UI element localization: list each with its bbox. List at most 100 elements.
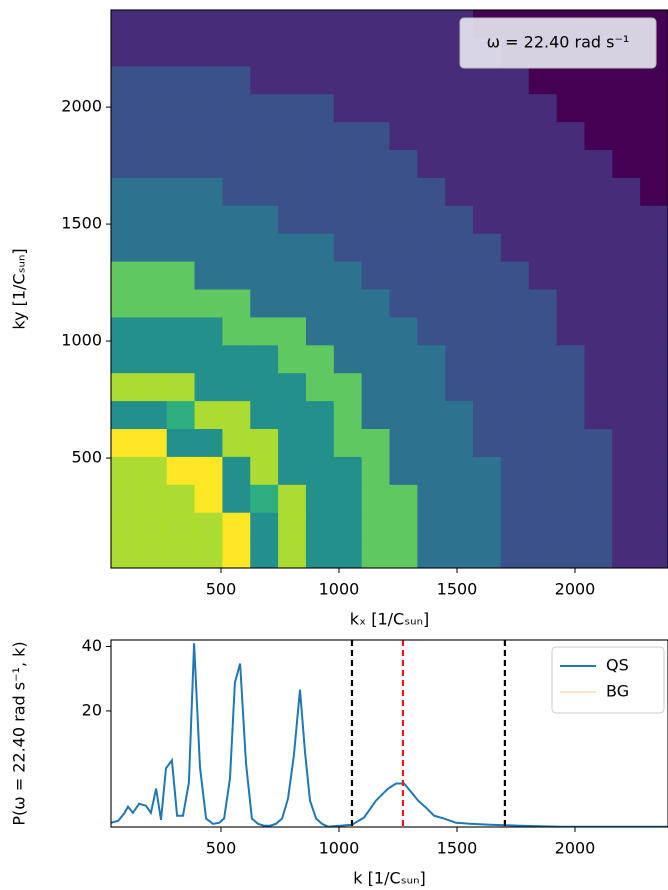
heatmap-cell [138, 261, 168, 290]
heatmap-cell [333, 37, 363, 67]
heatmap-cell [500, 316, 530, 346]
heatmap-cell [138, 37, 168, 67]
heatmap-cell [556, 289, 585, 318]
heatmap-cell [305, 233, 335, 262]
heatmap-cell [640, 65, 668, 95]
heatmap-cell [445, 400, 474, 429]
heatmap-cell [166, 177, 196, 206]
heatmap-cell [361, 10, 390, 39]
heatmap-cell [278, 456, 307, 485]
heatmap-cell [278, 512, 307, 541]
heatmap-cell [612, 344, 641, 374]
heatmap-cell [305, 289, 335, 318]
heatmap-cell [389, 484, 418, 513]
heatmap-cell [166, 121, 196, 150]
heatmap-cell [389, 316, 418, 346]
heatmap-cell [612, 65, 641, 95]
heatmap-cell [194, 37, 223, 67]
heatmap-cell [584, 121, 613, 150]
heatmap-cell [528, 93, 558, 123]
heatmap-cell [473, 289, 502, 318]
heatmap-cell [361, 233, 390, 262]
heatmap-cell [250, 65, 279, 95]
heatmap-cell [640, 484, 668, 513]
heatmap-cell [612, 93, 641, 123]
heatmap-cell [166, 316, 196, 346]
heatmap-cell [389, 289, 418, 318]
heatmap-cell [612, 428, 641, 457]
heatmap-cell [111, 456, 140, 485]
heatmap-cell [250, 456, 279, 485]
heatmap-cell [556, 65, 585, 95]
heatmap-cell [166, 65, 196, 95]
heatmap-cell [473, 65, 502, 95]
heatmap-cell [305, 93, 335, 123]
heatmap-cell [333, 149, 363, 178]
heatmap-cell [473, 344, 502, 374]
heatmap-cell [612, 400, 641, 429]
heatmap-cell [389, 512, 418, 541]
heatmap-cell [556, 484, 585, 513]
y-axis-label: P(ω = 22.40 rad s⁻¹, k) [10, 641, 29, 825]
heatmap-cell [222, 93, 251, 123]
heatmap-cell [361, 484, 390, 513]
heatmap-cell [194, 400, 223, 429]
heatmap-cell [305, 65, 335, 95]
heatmap-cell [333, 344, 363, 374]
heatmap-cell [417, 372, 446, 402]
heatmap-cell [640, 400, 668, 429]
heatmap-cell [612, 456, 641, 485]
heatmap-cell [166, 428, 196, 457]
heatmap-cell [361, 344, 390, 374]
heatmap-cell [584, 93, 613, 123]
heatmap-cell [640, 233, 668, 262]
heatmap-cell [278, 484, 307, 513]
heatmap-cell [612, 121, 641, 150]
heatmap-cell [111, 372, 140, 402]
heatmap-cell [333, 121, 363, 150]
heatmap-cell [250, 512, 279, 541]
heatmap-cell [222, 261, 251, 290]
heatmap-cell [333, 205, 363, 234]
heatmap-cell [584, 428, 613, 457]
heatmap-cell [417, 289, 446, 318]
heatmap-cell [278, 65, 307, 95]
heatmap-cell [584, 205, 613, 234]
heatmap-cell [584, 177, 613, 206]
heatmap-cell [612, 289, 641, 318]
heatmap-cell [556, 205, 585, 234]
heatmap-cell [222, 512, 251, 541]
heatmap-cell [305, 484, 335, 513]
heatmap-cell [556, 400, 585, 429]
heatmap-cell [528, 540, 558, 569]
heatmap-cell [612, 540, 641, 569]
heatmap-cell [278, 428, 307, 457]
heatmap-cell [111, 233, 140, 262]
heatmap-cell [417, 261, 446, 290]
heatmap-cell [333, 428, 363, 457]
heatmap-cell [584, 540, 613, 569]
heatmap-cell [556, 372, 585, 402]
heatmap-cell [250, 93, 279, 123]
heatmap-cell [111, 37, 140, 67]
heatmap-cell [473, 372, 502, 402]
heatmap-cell [111, 289, 140, 318]
heatmap-cell [612, 149, 641, 178]
heatmap-cell [473, 316, 502, 346]
heatmap-cell [445, 149, 474, 178]
heatmap-cell [445, 372, 474, 402]
heatmap-cell [389, 205, 418, 234]
heatmap-cell [333, 93, 363, 123]
heatmap-cell [473, 205, 502, 234]
heatmap-cell [111, 512, 140, 541]
heatmap-cell [250, 205, 279, 234]
heatmap-cell [584, 372, 613, 402]
heatmap-cell [166, 289, 196, 318]
x-tick-label: 1500 [437, 580, 478, 599]
heatmap-cell [612, 233, 641, 262]
heatmap-cell [194, 121, 223, 150]
heatmap-cell [389, 428, 418, 457]
heatmap-cell [640, 149, 668, 178]
heatmap-cell [556, 93, 585, 123]
